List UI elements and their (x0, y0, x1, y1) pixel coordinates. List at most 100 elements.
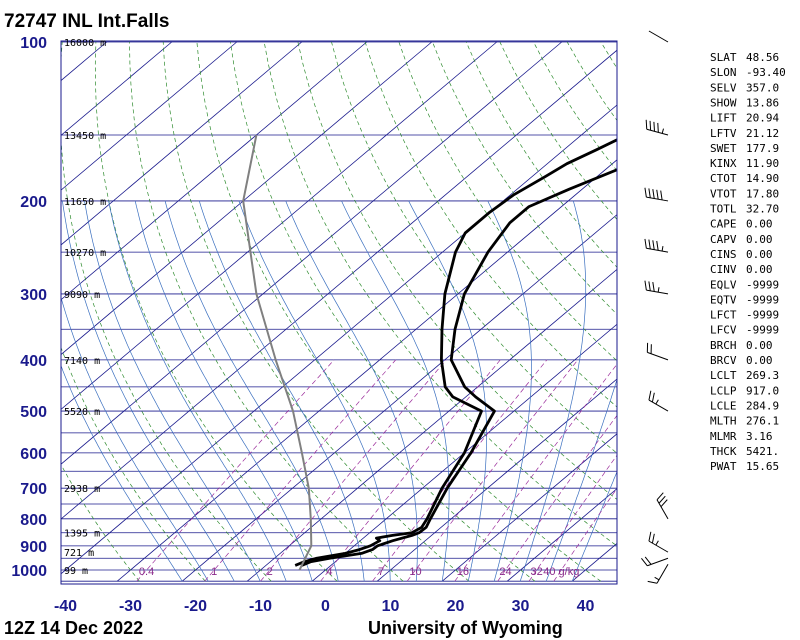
dry-adiabat-line (61, 346, 206, 582)
index-value: -9999 (746, 324, 779, 337)
wind-barb-flag (644, 280, 647, 291)
dry-adiabat-line (61, 463, 140, 582)
wind-barb (641, 556, 669, 567)
wind-barb-flag (647, 580, 658, 584)
height-label: 11650 m (64, 197, 106, 208)
index-key: SWET (710, 142, 737, 155)
wind-barb-flag (651, 533, 655, 544)
isotherm-line (311, 323, 617, 582)
temperature-tick-label: 20 (447, 598, 465, 615)
temperature-tick-label: 40 (577, 598, 595, 615)
wind-barb-staff (656, 499, 669, 520)
moist-adiabat-line (408, 200, 487, 582)
index-value: 32.70 (746, 203, 779, 216)
index-key: PWAT (710, 460, 737, 473)
height-label: 5520 m (64, 407, 100, 418)
temperature-tick-label: -20 (184, 598, 207, 615)
wind-barb-staff (648, 30, 669, 43)
wind-barb-flag (652, 189, 655, 199)
height-labels: 16000 m 13450 m 11650 m 10270 m 9090 m 7140 m… (64, 38, 106, 577)
dry-adiabat-line (129, 41, 404, 582)
wind-barb (648, 30, 669, 43)
wind-barb-flag (645, 119, 648, 130)
isotherm-line (376, 378, 617, 582)
moist-adiabat-line (285, 200, 418, 582)
mixing-ratio-label: 40 g/kg (543, 566, 579, 578)
wind-barb (644, 238, 669, 253)
temperature-tick-label: 0 (321, 598, 330, 615)
mixing-ratio-label: 4 (326, 566, 332, 578)
index-value: 284.9 (746, 399, 779, 412)
station-title: 72747 INL Int.Falls (4, 11, 169, 32)
wind-barb-flag (660, 499, 668, 508)
index-value: 11.90 (746, 157, 779, 170)
temperature-tick-label: 30 (512, 598, 530, 615)
wind-barb-half-flag (661, 128, 664, 134)
isotherm-line (61, 41, 367, 301)
isotherm-line (61, 41, 432, 356)
temperature-tick-label: -40 (54, 598, 77, 615)
isotherm-line (116, 159, 617, 582)
index-key: LCLE (710, 399, 737, 412)
height-label: 2938 m (64, 484, 100, 495)
wind-barb-half-flag (661, 246, 664, 252)
temperature-axis-labels: -40 -30 -20 -10 0 10 20 30 40 (54, 598, 595, 615)
dry-adiabat-line (297, 41, 617, 500)
mixing-ratio-line (454, 363, 617, 582)
isotherm-line (61, 41, 562, 465)
index-key: BRCV (710, 354, 737, 367)
observation-time: 12Z 14 Dec 2022 (4, 618, 143, 638)
wind-barb-staff (648, 540, 669, 553)
height-label: 99 m (64, 566, 88, 577)
wind-barb-flag (653, 121, 655, 132)
dry-adiabat-line (331, 41, 617, 454)
height-label: 1395 m (64, 529, 100, 540)
wind-barb-flag (656, 492, 664, 501)
moist-adiabat-line (341, 200, 450, 582)
index-key: LCLP (710, 384, 737, 397)
temperature-profile (301, 168, 617, 567)
dewpoint-profile (294, 138, 617, 567)
mixing-ratio-line (497, 414, 617, 582)
index-value: 21.12 (746, 127, 779, 140)
moist-adiabat-line (62, 200, 235, 582)
wind-barb-staff (656, 563, 669, 584)
index-value: 0.00 (746, 248, 773, 261)
index-value: 20.94 (746, 112, 779, 125)
pressure-tick-label: 700 (20, 481, 47, 498)
height-label: 13450 m (64, 131, 106, 142)
index-value: 48.56 (746, 51, 779, 64)
index-key: MLTH (710, 415, 737, 428)
wind-barb-flag (652, 240, 655, 250)
index-key: CAPV (710, 233, 737, 246)
wind-barb-staff (646, 289, 669, 295)
wind-barb (656, 492, 669, 520)
index-value: 0.00 (746, 233, 773, 246)
isotherm-line (61, 41, 237, 191)
wind-barb-staff (646, 196, 669, 202)
wind-barb-flag (656, 240, 659, 251)
height-label: 10270 m (64, 248, 106, 259)
pressure-tick-label: 600 (20, 446, 47, 463)
mixing-ratio-label: 16 (457, 566, 469, 578)
wind-barb-half-flag (655, 399, 659, 405)
dry-adiabat-line (61, 41, 272, 582)
wind-barb (645, 119, 669, 136)
pressure-tick-label: 300 (20, 287, 47, 304)
index-value: -9999 (746, 293, 779, 306)
isotherm-line (181, 214, 617, 582)
wind-barb (648, 390, 669, 412)
index-value: 177.9 (746, 142, 779, 155)
mixing-ratio-label: 24 (499, 566, 511, 578)
index-value: 14.90 (746, 172, 779, 185)
wind-barb-flag (648, 239, 651, 250)
wind-barb-staff (646, 128, 669, 136)
dry-adiabat-line (230, 41, 602, 582)
isotherm-line (441, 433, 617, 582)
dry-adiabat-line (263, 41, 617, 547)
wind-barb-staff (646, 247, 669, 253)
index-value: 3.16 (746, 430, 773, 443)
wind-barb (648, 531, 669, 553)
moist-adiabat-line (61, 296, 209, 582)
moist-adiabat-line (238, 200, 391, 582)
